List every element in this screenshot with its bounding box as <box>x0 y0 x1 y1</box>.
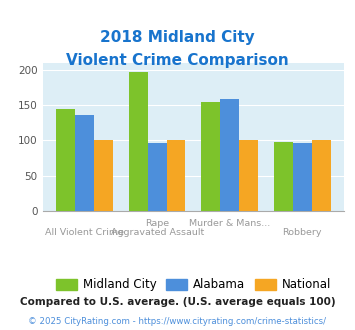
Text: Aggravated Assault: Aggravated Assault <box>110 228 204 237</box>
Bar <box>274 142 293 211</box>
Bar <box>201 102 220 211</box>
Text: Robbery: Robbery <box>283 228 322 237</box>
Text: © 2025 CityRating.com - https://www.cityrating.com/crime-statistics/: © 2025 CityRating.com - https://www.city… <box>28 317 327 326</box>
Legend: Midland City, Alabama, National: Midland City, Alabama, National <box>51 274 336 296</box>
Text: Compared to U.S. average. (U.S. average equals 100): Compared to U.S. average. (U.S. average … <box>20 297 335 307</box>
Text: Violent Crime Comparison: Violent Crime Comparison <box>66 53 289 68</box>
Text: All Violent Crime: All Violent Crime <box>45 228 124 237</box>
Bar <box>75 115 94 211</box>
Bar <box>94 141 113 211</box>
Bar <box>239 141 258 211</box>
Bar <box>220 99 239 211</box>
Bar <box>166 141 186 211</box>
Text: 2018 Midland City: 2018 Midland City <box>100 30 255 45</box>
Bar <box>148 143 166 211</box>
Text: Rape: Rape <box>145 219 169 228</box>
Text: Murder & Mans...: Murder & Mans... <box>189 219 271 228</box>
Bar <box>56 109 75 211</box>
Bar <box>312 141 331 211</box>
Bar <box>293 143 312 211</box>
Bar <box>129 72 148 211</box>
